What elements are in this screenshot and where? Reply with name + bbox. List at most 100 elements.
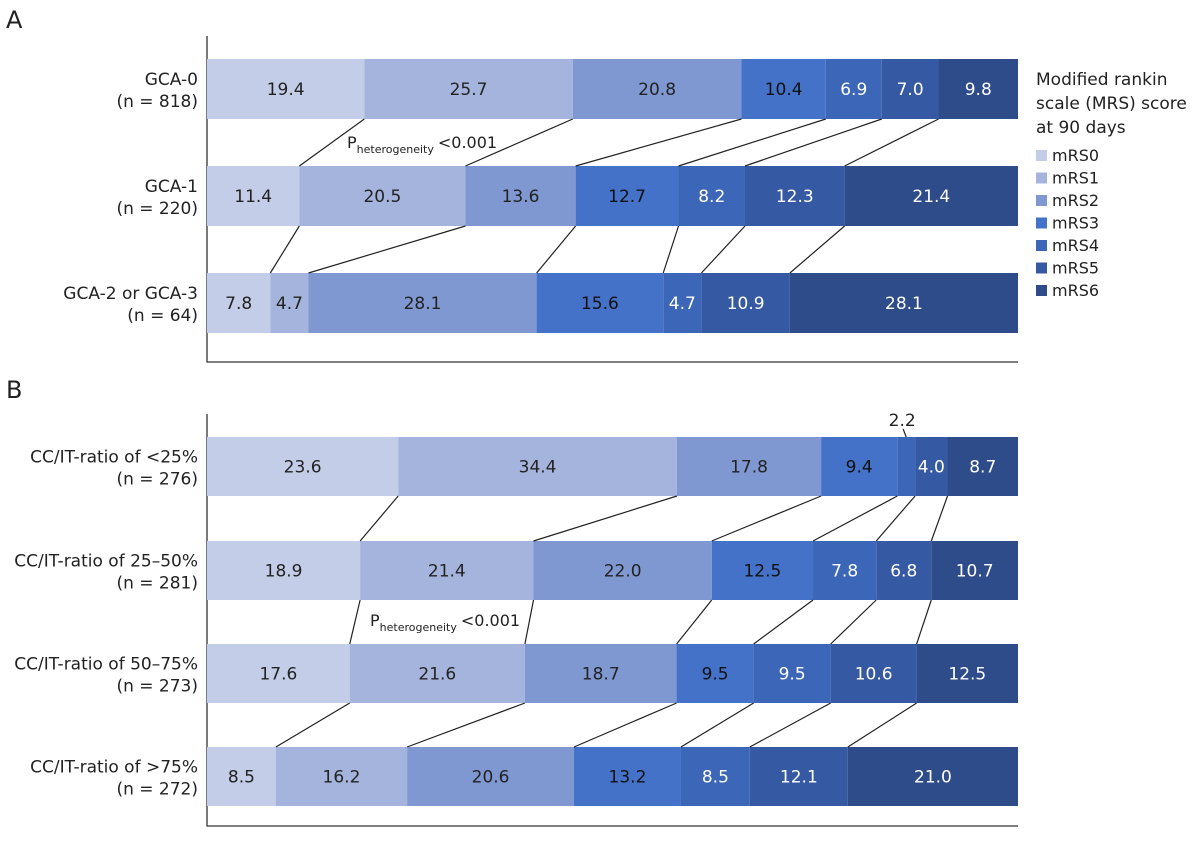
connector-line — [678, 118, 826, 167]
bar-segment-mrs1 — [364, 59, 573, 119]
bar-segment-mrs5 — [881, 59, 939, 119]
segment-value-label: 21.6 — [418, 665, 456, 685]
connector-line — [847, 702, 917, 748]
segment-value-label: 21.0 — [914, 768, 952, 788]
segment-value-label: 9.8 — [965, 80, 992, 100]
legend: Modified rankin scale (MRS) score at 90 da… — [1036, 70, 1187, 300]
panel-letter-b: B — [6, 376, 22, 404]
bar-segment-mrs5 — [744, 166, 845, 226]
bar-segment-mrs2 — [524, 644, 677, 703]
bar-segment-mrs3 — [574, 747, 681, 806]
bar-segment-mrs4 — [680, 747, 750, 806]
segment-value-label: 25.7 — [450, 80, 488, 100]
row-n-label: (n = 64) — [127, 306, 198, 326]
row-label: CC/IT-ratio of <25% — [30, 448, 198, 468]
legend-label: mRS1 — [1052, 169, 1099, 188]
segment-value-label: 19.4 — [267, 80, 305, 100]
segment-value-label: 12.3 — [776, 187, 814, 207]
segment-value-label: 34.4 — [519, 458, 557, 478]
connector-line — [711, 495, 822, 542]
segment-value-label: 28.1 — [404, 294, 442, 314]
connector-line — [308, 225, 466, 274]
bar-segment-mrs0 — [207, 273, 271, 333]
bar-segment-mrs6 — [947, 437, 1018, 496]
row-label: GCA-2 or GCA-3 — [63, 284, 198, 304]
segment-value-label: 10.4 — [765, 80, 803, 100]
connector-line — [753, 599, 814, 645]
segment-value-label: 4.0 — [918, 458, 945, 478]
bar-segment-mrs1 — [275, 747, 408, 806]
bar-segment-mrs3 — [821, 437, 898, 496]
segment-value-label: 20.5 — [363, 187, 401, 207]
connector-line — [700, 225, 746, 274]
bar-segment-mrs4 — [897, 437, 916, 496]
connector-line — [349, 599, 361, 645]
legend-label: mRS0 — [1052, 146, 1099, 165]
panel-letter-a: A — [6, 6, 23, 34]
segment-value-label: 20.8 — [638, 80, 676, 100]
connector-line — [406, 702, 526, 748]
segment-value-label: 12.5 — [743, 562, 781, 582]
row-n-label: (n = 220) — [116, 199, 198, 219]
segment-value-label: 6.9 — [840, 80, 867, 100]
connector-line — [744, 118, 882, 167]
connector-line — [299, 118, 365, 167]
connector-line — [749, 702, 831, 748]
legend-swatch — [1036, 150, 1047, 161]
bar-segment-mrs4 — [825, 59, 882, 119]
segment-value-label: 20.6 — [472, 768, 510, 788]
connector-line — [680, 702, 754, 748]
row-label: CC/IT-ratio of >75% — [30, 758, 198, 778]
segment-value-label: 13.2 — [609, 768, 647, 788]
bar-segment-mrs0 — [207, 644, 350, 703]
panel-a-axis — [206, 36, 1018, 363]
bar-segment-mrs3 — [676, 644, 754, 703]
connector-line — [275, 702, 351, 748]
segment-value-label: 28.1 — [885, 294, 923, 314]
segment-value-label: 7.8 — [831, 562, 858, 582]
bar-segment-mrs2 — [465, 166, 576, 226]
bar-segment-mrs4 — [813, 541, 877, 600]
bar-segment-mrs1 — [398, 437, 677, 496]
p-heterogeneity-label: Pheterogeneity <0.001 — [347, 133, 497, 156]
segment-value-label: 17.6 — [259, 665, 297, 685]
segment-value-label: 12.7 — [608, 187, 646, 207]
connector-line — [662, 225, 680, 274]
legend-swatch — [1036, 240, 1047, 251]
bar-segment-mrs6 — [789, 273, 1018, 333]
segment-value-label: 23.6 — [284, 458, 322, 478]
bar-segment-mrs1 — [270, 273, 309, 333]
segment-value-label: 10.7 — [956, 562, 994, 582]
segment-value-label: 6.8 — [890, 562, 917, 582]
row-label: GCA-1 — [145, 177, 198, 197]
segment-value-label: 8.2 — [698, 187, 725, 207]
segment-value-label: 9.5 — [779, 665, 806, 685]
legend-swatch — [1036, 262, 1047, 274]
row-n-label: (n = 273) — [116, 677, 198, 697]
row-label: GCA-0 — [145, 70, 198, 90]
legend-title: at 90 days — [1036, 118, 1126, 138]
legend-title: Modified rankin — [1036, 70, 1167, 90]
bar-segment-mrs3 — [575, 166, 679, 226]
connector-line — [916, 599, 932, 645]
bar-segment-mrs2 — [407, 747, 575, 806]
segment-value-label: 4.7 — [276, 294, 303, 314]
legend-label: mRS4 — [1052, 236, 1099, 255]
legend-label: mRS5 — [1052, 259, 1099, 278]
connector-line — [536, 225, 577, 274]
legend-swatch — [1036, 172, 1047, 184]
segment-value-label: 10.6 — [855, 665, 893, 685]
p-heterogeneity-label: Pheterogeneity <0.001 — [370, 611, 520, 634]
small-label-leader — [902, 428, 907, 438]
bar-segment-mrs0 — [207, 166, 300, 226]
connector-line — [812, 495, 898, 542]
bar-segment-mrs5 — [701, 273, 790, 333]
row-label: CC/IT-ratio of 50–75% — [14, 655, 198, 675]
segment-value-label: 11.4 — [234, 187, 272, 207]
row-n-label: (n = 276) — [116, 470, 198, 490]
row-label: CC/IT-ratio of 25–50% — [14, 552, 198, 572]
segment-value-label: 8.7 — [969, 458, 996, 478]
bar-segment-mrs5 — [749, 747, 848, 806]
bar-segment-mrs0 — [207, 747, 276, 806]
